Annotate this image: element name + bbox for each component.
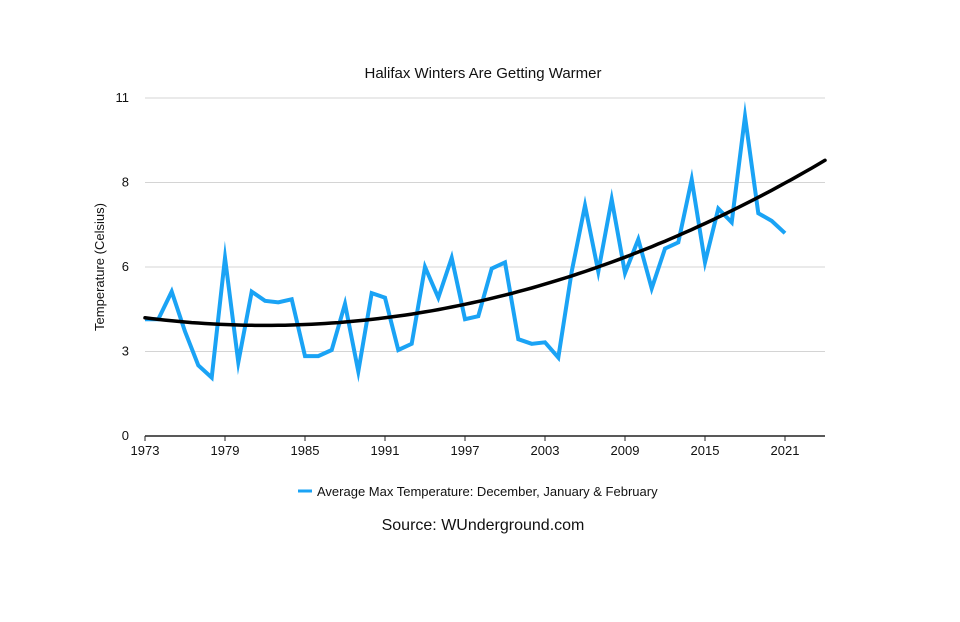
y-axis-ticks: 0 3 6 8 11 [116, 90, 130, 443]
y-tick-label: 0 [122, 428, 129, 443]
y-axis-label: Temperature (Celsius) [92, 203, 107, 331]
y-tick-label: 6 [122, 259, 129, 274]
x-tick-label: 2015 [691, 443, 720, 458]
chart-title: Halifax Winters Are Getting Warmer [364, 65, 601, 82]
gridlines [145, 97, 825, 352]
x-tick-label: 2021 [771, 443, 800, 458]
legend-label: Average Max Temperature: December, Janua… [317, 484, 658, 499]
x-tick-label: 1985 [291, 443, 320, 458]
trend-line [143, 158, 827, 328]
x-tick-label: 2003 [531, 443, 560, 458]
x-tick-label: 1997 [451, 443, 480, 458]
legend: Average Max Temperature: December, Janua… [298, 484, 658, 499]
x-tick-label: 2009 [611, 443, 640, 458]
x-tick-label: 1973 [131, 443, 160, 458]
series-line-avg-max-temp [145, 101, 787, 383]
series-group [143, 101, 827, 383]
y-tick-label: 11 [116, 90, 130, 105]
x-tick-label: 1991 [371, 443, 400, 458]
y-tick-label: 8 [122, 175, 129, 190]
x-axis-ticks: 1973 1979 1985 1991 1997 2003 2009 2015 2021 [131, 436, 800, 458]
y-tick-label: 3 [122, 344, 129, 359]
x-tick-label: 1979 [211, 443, 240, 458]
source-note: Source: WUnderground.com [382, 517, 585, 534]
